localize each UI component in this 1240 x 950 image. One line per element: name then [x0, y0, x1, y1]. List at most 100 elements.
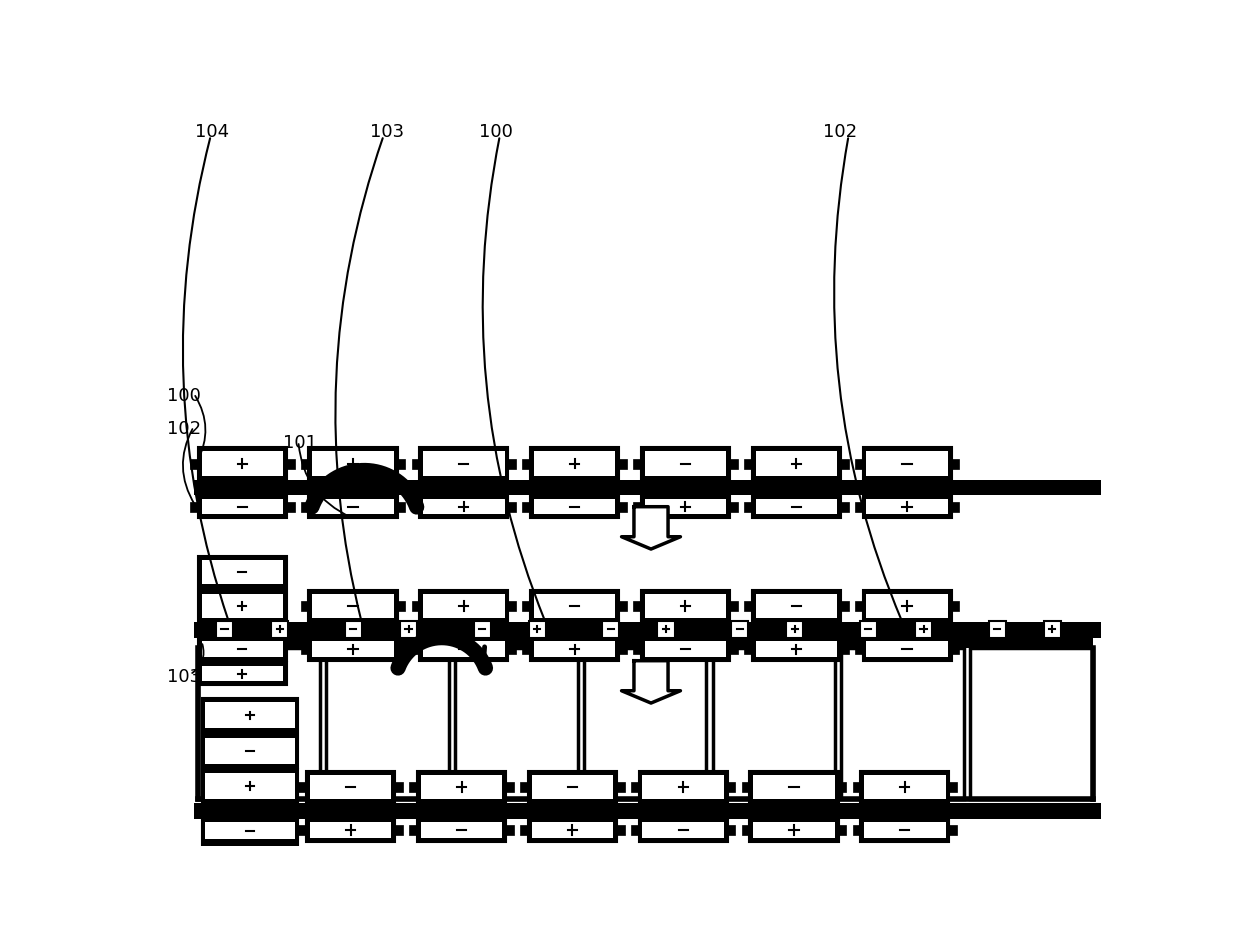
- Bar: [950, 782, 957, 792]
- Text: 102: 102: [823, 124, 857, 142]
- Bar: [420, 823, 502, 838]
- Bar: [618, 782, 625, 792]
- Bar: [863, 447, 952, 480]
- Bar: [201, 499, 283, 514]
- Bar: [286, 502, 295, 512]
- Bar: [197, 447, 286, 480]
- Bar: [645, 499, 727, 514]
- Bar: [641, 590, 730, 622]
- Bar: [749, 819, 838, 842]
- Bar: [634, 502, 641, 512]
- Bar: [639, 819, 728, 842]
- Bar: [867, 594, 947, 618]
- Bar: [744, 644, 751, 655]
- Bar: [867, 499, 947, 514]
- Bar: [952, 601, 960, 611]
- Bar: [417, 819, 506, 842]
- Bar: [642, 823, 724, 838]
- Bar: [310, 823, 392, 838]
- Bar: [206, 823, 295, 840]
- Bar: [744, 502, 751, 512]
- Bar: [853, 782, 861, 792]
- Bar: [838, 782, 847, 792]
- Bar: [522, 601, 531, 611]
- Bar: [398, 459, 405, 468]
- Bar: [506, 782, 513, 792]
- Bar: [520, 782, 528, 792]
- Bar: [301, 502, 309, 512]
- Bar: [728, 782, 735, 792]
- Bar: [401, 620, 417, 637]
- Bar: [786, 620, 804, 637]
- Bar: [751, 495, 841, 519]
- Bar: [201, 698, 299, 732]
- Bar: [619, 459, 627, 468]
- Bar: [206, 875, 295, 892]
- Bar: [301, 601, 309, 611]
- Bar: [534, 499, 615, 514]
- Bar: [419, 590, 508, 622]
- Bar: [744, 459, 751, 468]
- Bar: [409, 782, 417, 792]
- Bar: [952, 459, 960, 468]
- Bar: [641, 637, 730, 660]
- Bar: [197, 556, 286, 588]
- Bar: [508, 459, 516, 468]
- Bar: [531, 447, 619, 480]
- Bar: [841, 644, 848, 655]
- Bar: [201, 845, 299, 869]
- Bar: [841, 459, 848, 468]
- Bar: [751, 447, 841, 480]
- Bar: [645, 451, 727, 476]
- Bar: [412, 502, 419, 512]
- Bar: [272, 620, 288, 637]
- Bar: [508, 644, 516, 655]
- Bar: [863, 637, 952, 660]
- Bar: [532, 774, 613, 799]
- Bar: [742, 826, 749, 835]
- Bar: [345, 620, 362, 637]
- Bar: [841, 502, 848, 512]
- Bar: [301, 644, 309, 655]
- Bar: [730, 502, 738, 512]
- Bar: [730, 459, 738, 468]
- Bar: [312, 499, 394, 514]
- Bar: [301, 459, 309, 468]
- Bar: [915, 620, 932, 637]
- Bar: [863, 495, 952, 519]
- Bar: [861, 770, 950, 803]
- Bar: [508, 502, 516, 512]
- Bar: [506, 826, 513, 835]
- Bar: [755, 499, 837, 514]
- Bar: [619, 601, 627, 611]
- Bar: [754, 774, 835, 799]
- Bar: [312, 594, 394, 618]
- Bar: [713, 649, 836, 799]
- Bar: [423, 641, 505, 656]
- Bar: [952, 644, 960, 655]
- Text: 104: 104: [196, 124, 229, 142]
- Bar: [508, 601, 516, 611]
- Bar: [1044, 620, 1061, 637]
- Bar: [206, 773, 295, 799]
- Bar: [423, 499, 505, 514]
- Bar: [417, 770, 506, 803]
- Bar: [522, 459, 531, 468]
- Bar: [206, 702, 295, 729]
- Bar: [197, 662, 286, 685]
- Bar: [193, 480, 1101, 495]
- Bar: [864, 823, 945, 838]
- Bar: [584, 649, 707, 799]
- Bar: [201, 451, 283, 476]
- Bar: [950, 826, 957, 835]
- Bar: [634, 644, 641, 655]
- Bar: [398, 601, 405, 611]
- Bar: [730, 601, 738, 611]
- Bar: [197, 649, 320, 799]
- Bar: [867, 641, 947, 656]
- Bar: [639, 770, 728, 803]
- Bar: [201, 560, 283, 584]
- Bar: [312, 641, 394, 656]
- Bar: [755, 451, 837, 476]
- Bar: [619, 644, 627, 655]
